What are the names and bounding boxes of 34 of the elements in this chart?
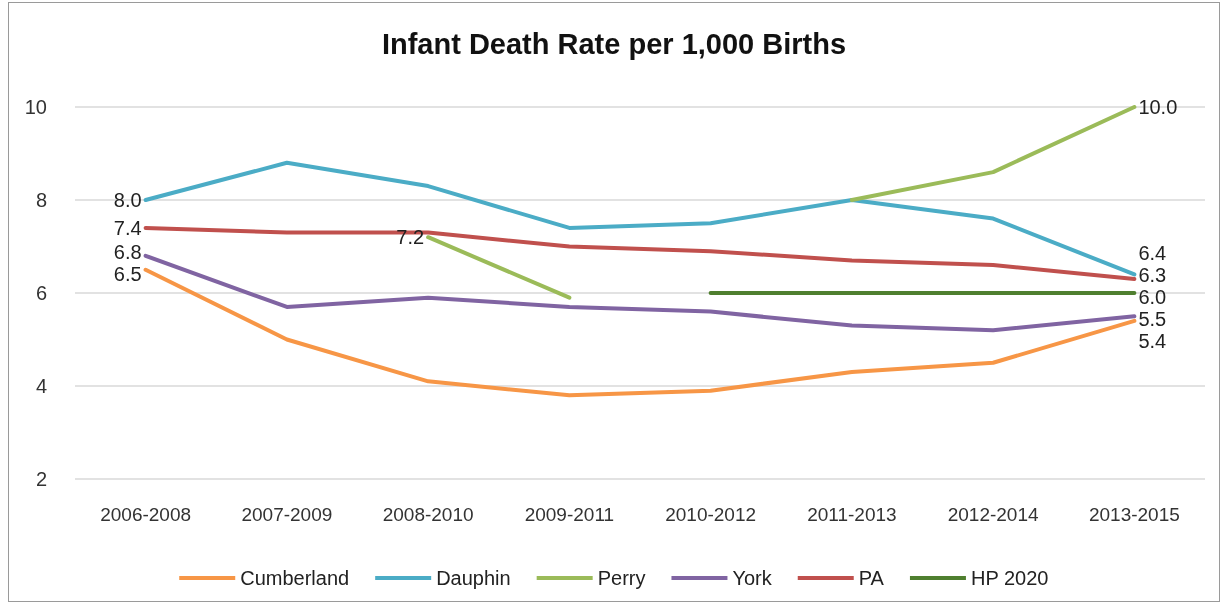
data-label: 10.0 [1138,96,1178,118]
x-tick-label: 2007-2009 [241,504,333,525]
legend-label: Cumberland [240,567,350,589]
line-series [143,160,1137,277]
x-tick-label: 2010-2012 [665,504,757,525]
data-label: 5.5 [1138,307,1167,330]
y-tick-label: 10 [24,96,47,118]
y-tick-label: 8 [35,189,47,211]
y-tick-label: 2 [35,468,47,490]
data-label: 6.5 [113,262,142,285]
x-tick-label: 2006-2008 [100,504,192,525]
data-label: 5.4 [1138,329,1167,352]
legend-label: Perry [597,567,646,589]
x-tick-label: 2008-2010 [382,504,474,525]
legend-label: Dauphin [436,567,511,589]
data-label: 6.0 [1138,285,1167,308]
legend-label: HP 2020 [970,567,1049,589]
chart-title: Infant Death Rate per 1,000 Births [381,27,847,60]
data-label: 6.8 [113,240,142,263]
data-label: 6.3 [1138,263,1167,286]
data-label: 6.4 [1138,241,1167,264]
x-tick-label: 2009-2011 [524,504,615,525]
data-label: 8.0 [113,189,142,211]
x-tick-label: 2013-2015 [1088,504,1180,525]
line-series [143,225,1137,282]
y-tick-label: 4 [35,375,47,397]
legend-label: York [732,567,773,589]
x-tick-label: 2011-2013 [807,504,897,525]
line-series [143,267,1137,398]
x-tick-label: 2012-2014 [947,504,1039,525]
legend-label: PA [858,567,885,589]
line-series [143,253,1137,333]
y-tick-label: 6 [35,282,47,304]
data-label: 7.4 [113,216,142,239]
